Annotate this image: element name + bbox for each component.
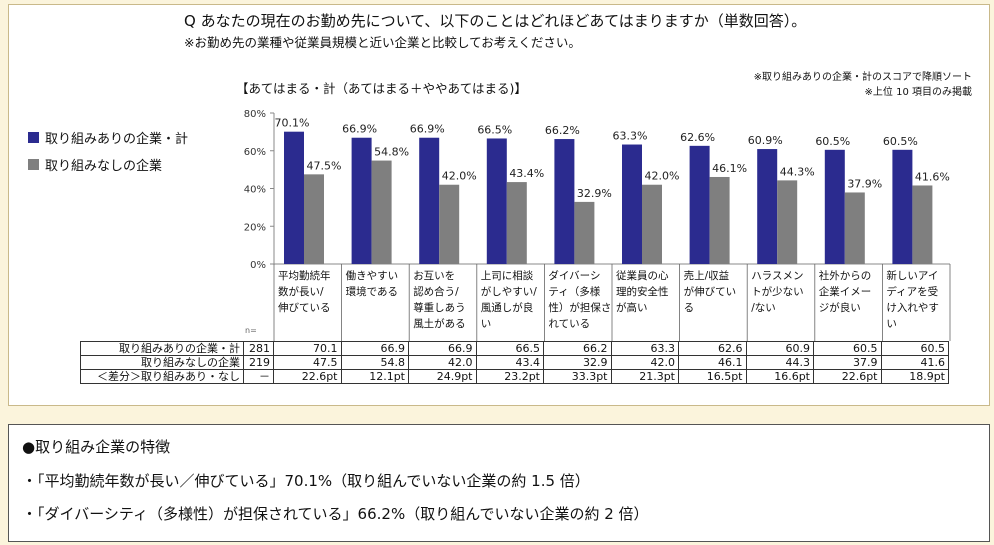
table-row-label: 取り組みありの企業・計 bbox=[80, 341, 244, 356]
table-value-cell: 12.1pt bbox=[340, 369, 409, 384]
data-table: 取り組みありの企業・計 281 70.1 66.9 66.9 66.5 66.2 63.3 62… bbox=[80, 341, 949, 384]
legend-swatch-a bbox=[28, 132, 39, 143]
table-value-cell: 60.5 bbox=[880, 341, 949, 356]
table-value-cell: 63.3 bbox=[610, 341, 679, 356]
legend-swatch-b bbox=[28, 159, 39, 170]
legend-label-b: 取り組みなしの企業 bbox=[45, 159, 163, 174]
scope-label: 【あてはまる・計（あてはまる＋ややあてはまる)】 bbox=[236, 81, 527, 96]
table-value-cell: 47.5 bbox=[273, 355, 342, 370]
table-value-cell: 46.1 bbox=[678, 355, 747, 370]
table-value-cell: 62.6 bbox=[678, 341, 747, 356]
table-value-cell: 60.5 bbox=[813, 341, 882, 356]
note-line-1: ・「平均勤続年数が長い／伸びている」70.1%（取り組んでいない企業の約 1.5… bbox=[22, 472, 590, 490]
table-row-label: 取り組みなしの企業 bbox=[80, 355, 244, 370]
table-value-cell: 42.0 bbox=[408, 355, 477, 370]
table-n-cell: 219 bbox=[243, 355, 274, 370]
table-n-cell: 281 bbox=[243, 341, 274, 356]
notes-panel bbox=[8, 424, 990, 542]
question-subnote: ※お勤め先の業種や従業員規模と近い企業と比較してお考えください。 bbox=[184, 35, 581, 50]
table-row: 取り組みありの企業・計 281 70.1 66.9 66.9 66.5 66.2 63.3 62… bbox=[80, 341, 949, 356]
sort-note: ※取り組みありの企業・計のスコアで降順ソート ※上位 10 項目のみ掲載 bbox=[754, 70, 972, 100]
table-value-cell: 66.9 bbox=[408, 341, 477, 356]
table-value-cell: 33.3pt bbox=[543, 369, 612, 384]
table-value-cell: 24.9pt bbox=[408, 369, 477, 384]
table-value-cell: 66.2 bbox=[543, 341, 612, 356]
table-value-cell: 44.3 bbox=[745, 355, 814, 370]
table-value-cell: 21.3pt bbox=[610, 369, 679, 384]
table-value-cell: 32.9 bbox=[543, 355, 612, 370]
table-value-cell: 42.0 bbox=[610, 355, 679, 370]
table-row: 取り組みなしの企業 219 47.5 54.8 42.0 43.4 32.9 42.0 46.1… bbox=[80, 355, 949, 370]
table-value-cell: 43.4 bbox=[475, 355, 544, 370]
table-value-cell: 16.6pt bbox=[745, 369, 814, 384]
table-n-cell: － bbox=[243, 369, 274, 384]
sort-note-line: ※上位 10 項目のみ掲載 bbox=[864, 87, 972, 98]
table-value-cell: 60.9 bbox=[745, 341, 814, 356]
notes-heading: ●取り組み企業の特徴 bbox=[22, 438, 171, 456]
table-value-cell: 18.9pt bbox=[880, 369, 949, 384]
table-value-cell: 54.8 bbox=[340, 355, 409, 370]
legend-item-series-b: 取り組みなしの企業 bbox=[28, 155, 162, 174]
n-label: n= bbox=[245, 326, 257, 335]
table-value-cell: 70.1 bbox=[273, 341, 342, 356]
table-row-label: ＜差分＞取り組みあり・なし bbox=[80, 369, 244, 384]
sort-note-line: ※取り組みありの企業・計のスコアで降順ソート bbox=[753, 72, 972, 83]
table-value-cell: 22.6pt bbox=[813, 369, 882, 384]
note-line-2: ・「ダイバーシティ（多様性）が担保されている」66.2%（取り組んでいない企業の… bbox=[22, 505, 649, 523]
table-value-cell: 41.6 bbox=[880, 355, 949, 370]
table-value-cell: 16.5pt bbox=[678, 369, 747, 384]
legend-item-series-a: 取り組みありの企業・計 bbox=[28, 128, 188, 147]
table-value-cell: 37.9 bbox=[813, 355, 882, 370]
table-row: ＜差分＞取り組みあり・なし－ 22.6pt 12.1pt 24.9pt 23.2pt 33… bbox=[80, 369, 949, 384]
table-value-cell: 22.6pt bbox=[273, 369, 342, 384]
table-value-cell: 23.2pt bbox=[475, 369, 544, 384]
table-value-cell: 66.5 bbox=[475, 341, 544, 356]
legend-label-a: 取り組みありの企業・計 bbox=[45, 132, 189, 147]
table-value-cell: 66.9 bbox=[340, 341, 409, 356]
question-title: Q あなたの現在のお勤め先について、以下のことはどれほどあてはまりますか（単数回… bbox=[184, 12, 807, 30]
